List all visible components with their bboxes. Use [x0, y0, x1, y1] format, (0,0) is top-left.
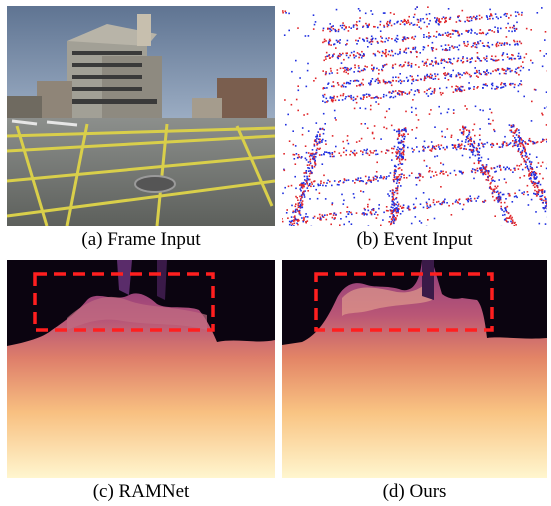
frame-input-image	[7, 6, 275, 226]
caption-event-input: (b) Event Input	[356, 229, 473, 250]
ramnet-depth-image	[7, 260, 275, 478]
ours-depth-image	[282, 260, 547, 478]
caption-ours: (d) Ours	[382, 481, 447, 502]
caption-ramnet: (c) RAMNet	[92, 481, 190, 502]
caption-frame-input: (a) Frame Input	[81, 229, 201, 250]
event-input-image	[282, 6, 547, 226]
